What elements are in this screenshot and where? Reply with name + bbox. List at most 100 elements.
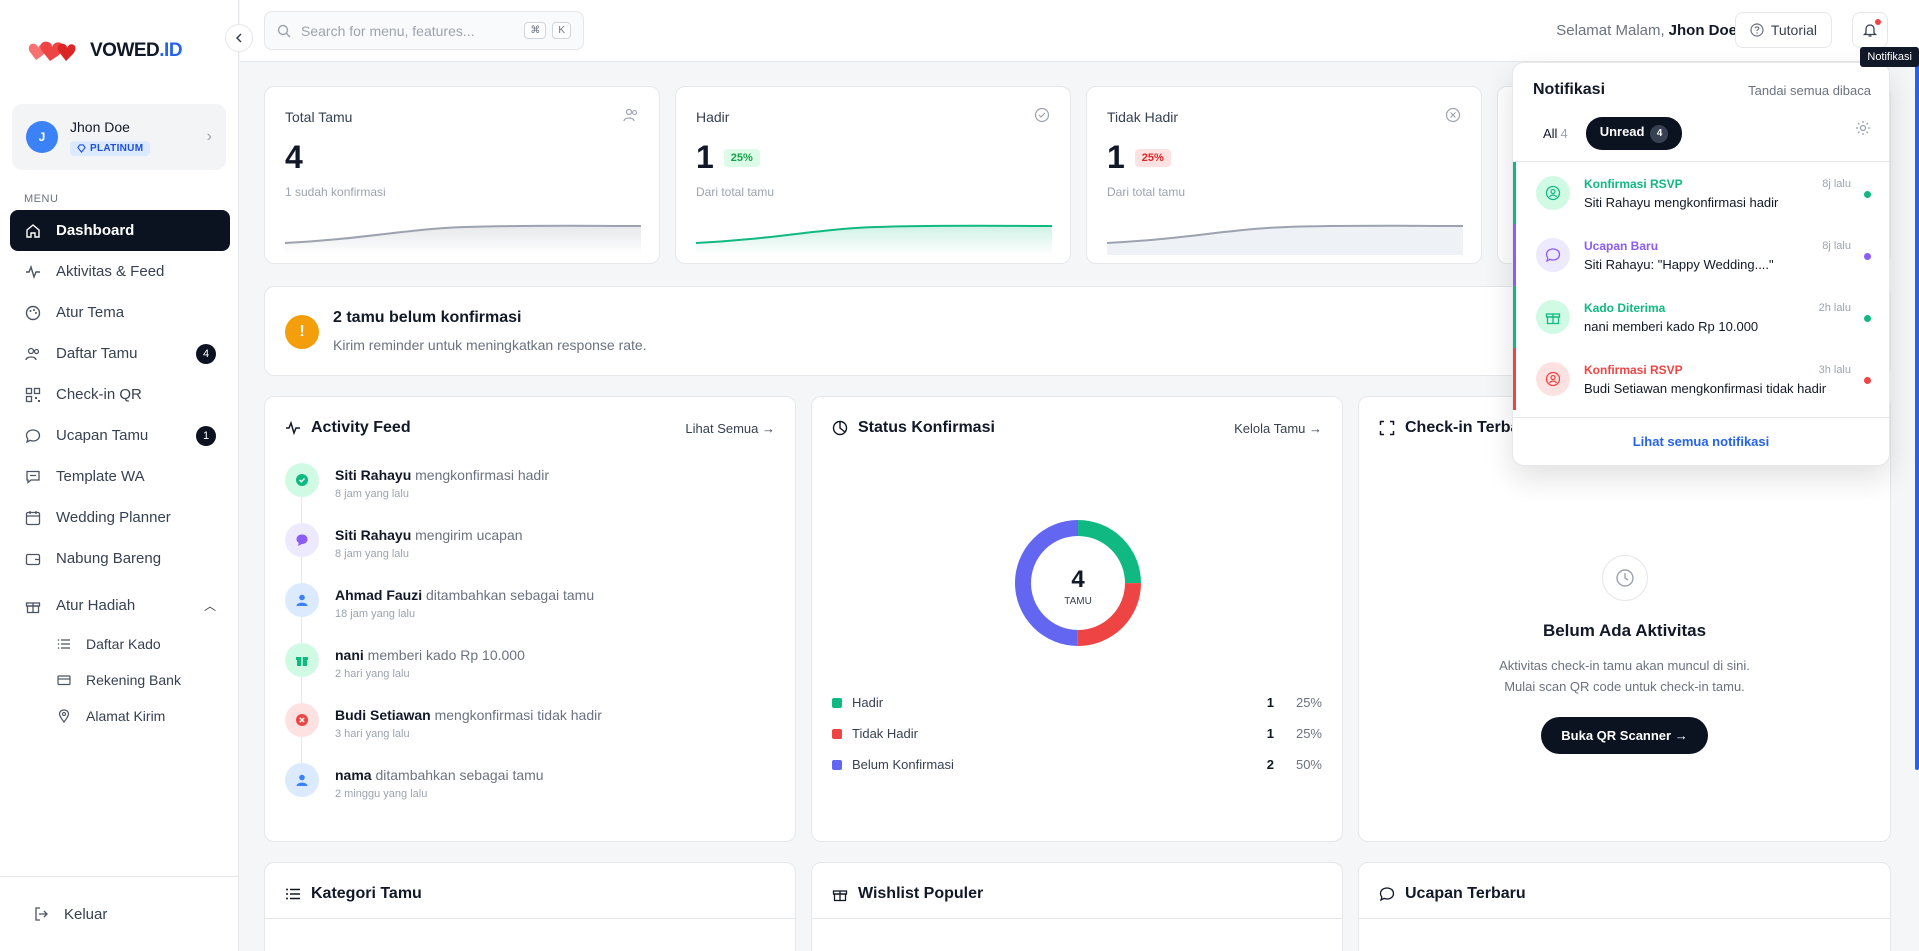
nav-label: Aktivitas & Feed [56, 263, 165, 280]
user-card[interactable]: J Jhon Doe PLATINUM › [12, 104, 226, 170]
stat-subtitle: Dari total tamu [696, 185, 775, 199]
nav-daftar-tamu[interactable]: Daftar Tamu 4 [10, 333, 230, 374]
gift-icon [285, 643, 319, 677]
list-item: Siti Rahayu mengkonfirmasi hadir 8 jam ya… [285, 463, 775, 523]
guest-count-badge: 4 [196, 343, 216, 364]
search-icon [277, 24, 291, 37]
nav-alamat-kirim[interactable]: Alamat Kirim [56, 698, 230, 734]
nav-rekening-bank[interactable]: Rekening Bank [56, 662, 230, 698]
wallet-icon [24, 550, 42, 568]
tutorial-button[interactable]: Tutorial [1734, 12, 1832, 48]
message-icon [24, 427, 42, 445]
avatar: J [26, 121, 58, 153]
notification-item[interactable]: Konfirmasi RSVP Budi Setiawan mengkonfirm… [1513, 348, 1889, 410]
x-circle-icon [285, 703, 319, 737]
ucapan-terbaru-panel: Ucapan Terbaru [1358, 862, 1891, 951]
notification-button[interactable] [1852, 12, 1888, 48]
nav-wedding-planner[interactable]: Wedding Planner [10, 497, 230, 538]
notification-item[interactable]: Kado Diterima nani memberi kado Rp 10.000… [1513, 286, 1889, 348]
notification-item[interactable]: Konfirmasi RSVP Siti Rahayu mengkonfirmas… [1513, 162, 1889, 224]
stat-value: 1 25% [696, 139, 760, 176]
user-add-icon [285, 763, 319, 797]
open-qr-scanner-button[interactable]: Buka QR Scanner → [1541, 717, 1708, 754]
notification-item[interactable]: Ucapan Baru Siti Rahayu: "Happy Wedding..… [1513, 224, 1889, 286]
stat-card-total: Total Tamu 4 1 sudah konfirmasi [264, 86, 660, 264]
nav-ucapan-tamu[interactable]: Ucapan Tamu 1 [10, 415, 230, 456]
clock-icon [1601, 555, 1648, 601]
search-placeholder: Search for menu, features... [301, 22, 475, 39]
see-all-link[interactable]: Lihat Semua → [685, 420, 775, 436]
gift-icon [832, 890, 848, 902]
activity-icon [24, 263, 42, 281]
gear-icon[interactable] [1855, 120, 1871, 139]
brand-logo[interactable]: VOWED.ID [28, 40, 183, 62]
user-add-icon [285, 583, 319, 617]
empty-state: Belum Ada Aktivitas Aktivitas check-in t… [1359, 555, 1890, 754]
tab-unread[interactable]: Unread 4 [1585, 117, 1683, 150]
notification-tabs: All 4 Unread 4 [1533, 117, 1683, 150]
user-x-icon [1536, 362, 1570, 396]
percent-badge: 25% [723, 148, 760, 167]
topbar: Search for menu, features... ⌘ K Selamat … [240, 0, 1919, 67]
card-icon [56, 672, 72, 688]
stat-value: 4 [285, 139, 303, 175]
unread-indicator [1864, 315, 1871, 322]
hearts-logo-icon [28, 41, 76, 61]
nav-aktivitas[interactable]: Aktivitas & Feed [10, 251, 230, 292]
donut-slice-belum-konfirmasi [1015, 520, 1141, 646]
logout-icon [34, 906, 50, 922]
home-icon [24, 222, 42, 240]
nav-template-wa[interactable]: Template WA [10, 456, 230, 497]
empty-title: Belum Ada Aktivitas [1542, 621, 1707, 640]
sidebar-collapse-button[interactable] [225, 24, 253, 52]
list-icon [286, 888, 300, 900]
plan-badge: PLATINUM [70, 140, 151, 156]
donut-slice-tidak-hadir [1015, 520, 1141, 646]
pin-icon [56, 708, 72, 724]
search-input[interactable]: Search for menu, features... ⌘ K [264, 11, 584, 50]
gift-icon [24, 597, 42, 615]
notification-panel: Notifikasi Tandai semua dibaca All 4 Unre… [1512, 62, 1890, 466]
list-item: nama ditambahkan sebagai tamu 2 minggu ya… [285, 763, 775, 823]
nav-daftar-kado[interactable]: Daftar Kado [56, 626, 230, 662]
logout-button[interactable]: Keluar [0, 876, 239, 951]
greeting-name: Jhon Doe [1668, 22, 1737, 39]
nav-atur-tema[interactable]: Atur Tema [10, 292, 230, 333]
stat-title: Tidak Hadir [1107, 109, 1179, 125]
mark-all-read-link[interactable]: Tandai semua dibaca [1748, 83, 1871, 98]
greeting: Selamat Malam, Jhon Doe [1556, 22, 1737, 39]
sparkline [696, 224, 1052, 255]
stat-subtitle: Dari total tamu [1107, 185, 1186, 199]
list-icon [56, 636, 72, 652]
kbd-k: K [552, 22, 571, 39]
list-item: Siti Rahayu mengirim ucapan 8 jam yang la… [285, 523, 775, 583]
user-name: Jhon Doe [70, 118, 130, 135]
menu-label: MENU [24, 193, 59, 205]
nav-dashboard[interactable]: Dashboard [10, 210, 230, 251]
legend-row-hadir: Hadir 1 25% [832, 687, 1322, 718]
nav-checkin-qr[interactable]: Check-in QR [10, 374, 230, 415]
alert-subtitle: Kirim reminder untuk meningkatkan respon… [333, 337, 647, 353]
page-scrollbar[interactable] [1915, 60, 1919, 770]
panel-title: Wishlist Populer [858, 885, 984, 902]
nav-nabung-bareng[interactable]: Nabung Bareng [10, 538, 230, 579]
kbd-cmd: ⌘ [524, 22, 547, 39]
gift-icon [1536, 300, 1570, 334]
unread-indicator [1864, 191, 1871, 198]
check-circle-icon [285, 463, 319, 497]
see-all-notifications-link[interactable]: Lihat semua notifikasi [1513, 417, 1889, 465]
stat-title: Total Tamu [285, 109, 353, 125]
notification-title: Notifikasi [1533, 81, 1606, 98]
warning-icon: ! [285, 315, 319, 349]
panel-title: Check-in Terbaru [1405, 419, 1536, 436]
kategori-tamu-panel: Kategori Tamu [264, 862, 796, 951]
calendar-icon [24, 509, 42, 527]
stat-card-tidak-hadir: Tidak Hadir 1 25% Dari total tamu [1086, 86, 1482, 264]
nav-atur-hadiah[interactable]: Atur Hadiah ︿ [10, 585, 230, 626]
list-item: Ahmad Fauzi ditambahkan sebagai tamu 18 j… [285, 583, 775, 643]
tab-all[interactable]: All 4 [1543, 125, 1568, 141]
message-icon [1536, 238, 1570, 272]
sub-nav-label: Daftar Kado [86, 636, 161, 652]
manage-guests-link[interactable]: Kelola Tamu → [1234, 420, 1322, 436]
unread-indicator [1864, 377, 1871, 384]
